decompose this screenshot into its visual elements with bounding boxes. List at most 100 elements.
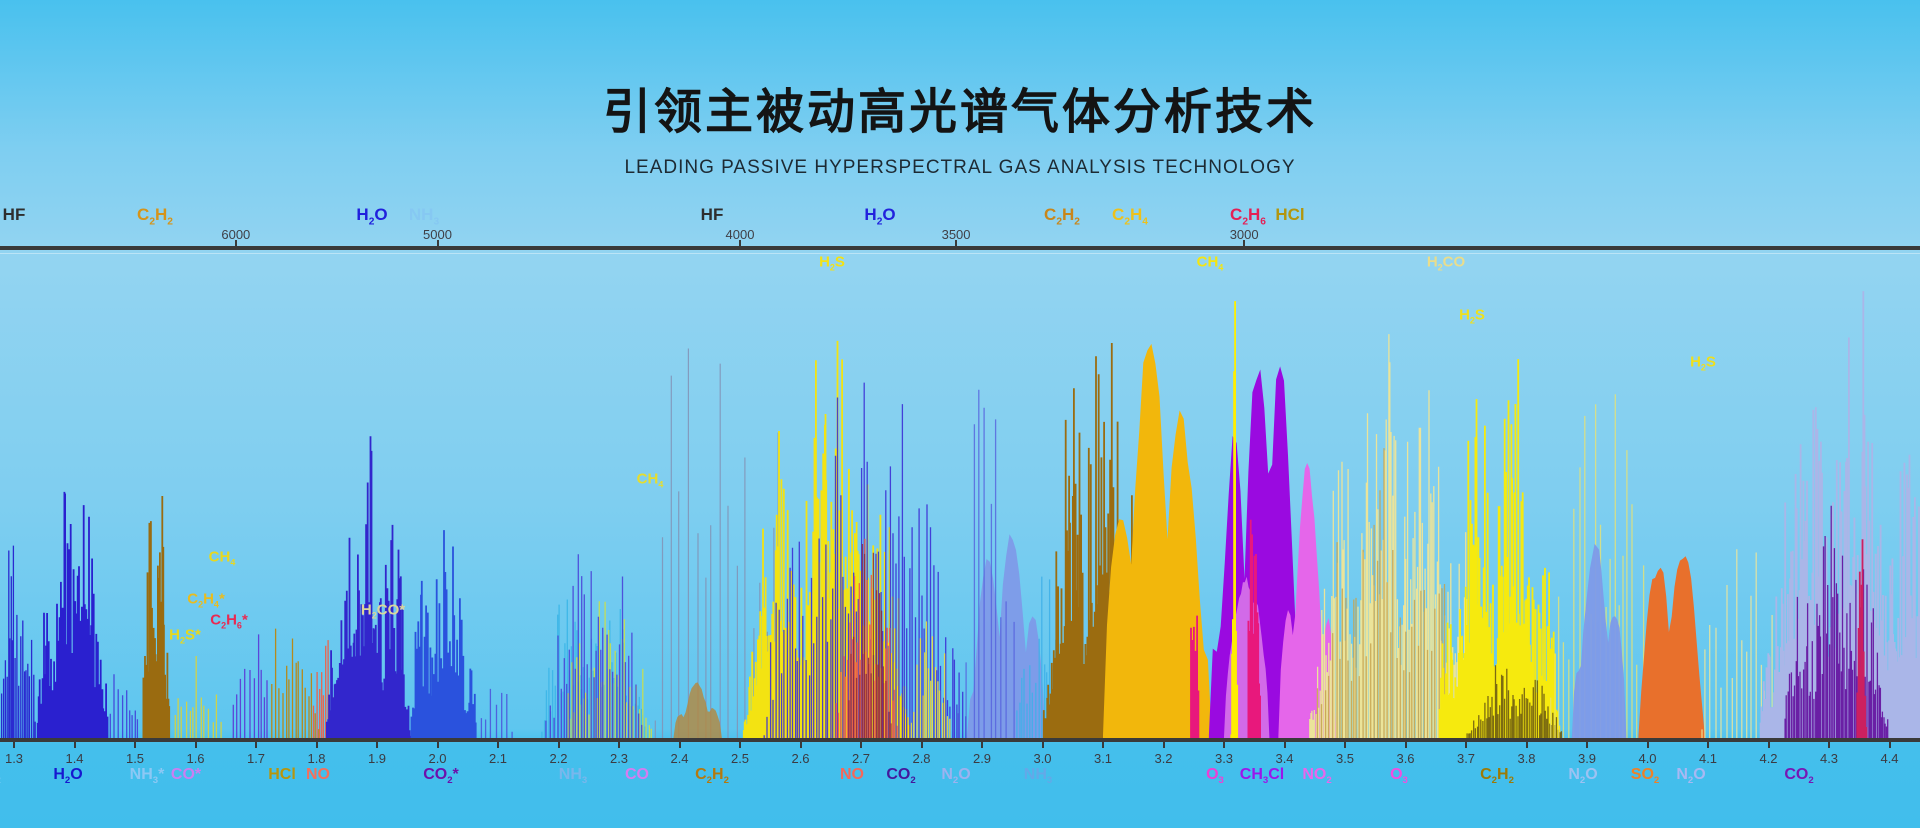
wavelength-tick-mark (1646, 742, 1649, 748)
wavelength-tick-label: 3.1 (1093, 751, 1113, 766)
band-c2h2 (1438, 359, 1561, 738)
gas-label-o3: O3 (1390, 766, 1408, 787)
wavelength-tick-mark (376, 742, 378, 748)
page-title: 引领主被动高光谱气体分析技术 (602, 86, 1317, 139)
gas-label-h2s: H2S (819, 253, 845, 273)
band-h2o (0, 545, 36, 738)
wavelength-tick-mark (678, 742, 681, 748)
band-co2 (1784, 505, 1889, 738)
gas-label-hcl: HCl (268, 766, 296, 783)
gas-label-ch4: CH4 (1196, 253, 1224, 273)
wavelength-tick-mark (1525, 742, 1528, 748)
wavelength-tick-label: 1.9 (367, 751, 387, 766)
top-axis-line (0, 246, 1920, 250)
wavelength-tick-mark (1283, 742, 1286, 748)
wavenumber-tick-label: 3500 (941, 227, 971, 242)
wavelength-tick-mark (1707, 742, 1709, 748)
band-h2o (325, 436, 412, 738)
wavelength-tick-mark (557, 742, 560, 748)
gas-label-h2o: H2O (53, 766, 83, 787)
band-ch4 (174, 656, 222, 738)
gas-label-co2: CO2 (886, 766, 916, 787)
gas-label-hf: HF (2, 205, 26, 224)
wavelength-tick-label: 2.5 (730, 751, 750, 766)
wavenumber-tick-label: 5000 (423, 227, 452, 242)
wavelength-tick-label: 2.0 (428, 751, 447, 766)
band-co2 (410, 530, 477, 738)
wavelength-tick-label: 3.8 (1517, 751, 1536, 766)
band-h2s (910, 621, 951, 738)
gas-label-ch3cl: CH3Cl (1239, 766, 1285, 787)
wavelength-tick-mark (1162, 742, 1165, 748)
wavelength-tick-label: 4.1 (1698, 751, 1718, 766)
wavelength-tick-label: 3.0 (1033, 751, 1052, 766)
wavelength-tick-mark (73, 742, 76, 748)
gas-label-so2: SO2 (1630, 766, 1660, 787)
wavelength-tick-label: 1.4 (65, 751, 84, 766)
wavelength-tick-mark (194, 742, 197, 748)
gas-label-n2o: N2O (941, 766, 971, 787)
wavelength-tick-label: 3.2 (1154, 751, 1173, 766)
band-o3 (1247, 519, 1261, 738)
wavelength-tick-label: 4.4 (1880, 751, 1899, 766)
gas-label-co2: CO2 (1784, 766, 1814, 787)
wavelength-tick-mark (13, 742, 15, 748)
band-hcl (271, 628, 320, 738)
gas-label-c2h6: C2H6* (210, 611, 248, 631)
wavelength-tick-label: 2.7 (851, 751, 871, 766)
gas-label-o3: O3 (1206, 766, 1224, 787)
band-ch4 (1230, 301, 1239, 738)
band-ch4 (1103, 343, 1212, 738)
gas-label-c2h2: C2H2 (695, 766, 729, 787)
gas-label-h2o: H2O (864, 205, 896, 228)
wavelength-tick-label: 4.0 (1638, 751, 1657, 766)
gas-label-h2s: H2S* (169, 626, 201, 646)
wavelength-tick-label: 2.2 (549, 751, 568, 766)
wavelength-tick-mark (436, 742, 439, 748)
wavelength-tick-mark (920, 742, 923, 748)
wavenumber-tick-label: 4000 (725, 227, 755, 242)
wavenumber-tick-mark (436, 240, 439, 246)
band-h2o (545, 554, 643, 738)
wavelength-tick-label: 2.1 (488, 751, 508, 766)
wavelength-tick-label: 3.3 (1214, 751, 1234, 766)
wavelength-tick-mark (1586, 742, 1588, 748)
gas-label-ch4: CH4 (208, 548, 236, 568)
wavelength-tick-label: 1.6 (186, 751, 205, 766)
wavelength-tick-label: 3.7 (1456, 751, 1476, 766)
gas-label-no2: NO2 (1302, 766, 1332, 787)
wavelength-tick-label: 3.9 (1577, 751, 1597, 766)
wavelength-tick-mark (1223, 742, 1225, 748)
wavelength-tick-mark (497, 742, 499, 748)
band-h2o (232, 634, 268, 738)
gas-label-h2co: H2CO (1426, 253, 1466, 273)
wavenumber-tick-mark (234, 240, 237, 246)
wavelength-tick-mark (1767, 742, 1770, 748)
gas-label-h2s: H2S (1459, 306, 1485, 326)
band-n2o (1571, 543, 1627, 738)
band-o3 (1856, 539, 1868, 738)
wavelength-tick-label: 3.6 (1396, 751, 1415, 766)
band-co2 (480, 688, 513, 738)
wavelength-tick-label: 2.3 (609, 751, 629, 766)
wavenumber-tick-mark (739, 240, 741, 246)
wavelength-tick-label: 3.4 (1275, 751, 1294, 766)
gas-label-nh3: NH3 (558, 766, 588, 787)
gas-label-c2h2: C2H2 (137, 205, 173, 228)
wavelength-tick-mark (1404, 742, 1407, 748)
gas-label-nh3: NH3 (1023, 766, 1053, 787)
gas-label-c2h2: C2H2 (1044, 205, 1080, 228)
gas-label-no: NO (306, 766, 330, 783)
gas-label-co: CO (625, 766, 649, 783)
gas-label-n2o: N2O (1676, 766, 1706, 787)
wavelength-tick-mark (799, 742, 802, 748)
wavelength-tick-mark (1041, 742, 1044, 748)
wavelength-tick-mark (315, 742, 318, 748)
gas-label-h2s: H2S (1690, 353, 1716, 373)
page-subtitle: LEADING PASSIVE HYPERSPECTRAL GAS ANALYS… (624, 157, 1296, 178)
wavelength-tick-label: 1.7 (246, 751, 266, 766)
gas-label-o2: O2 (0, 766, 1, 786)
gas-label-co: CO* (170, 766, 202, 783)
